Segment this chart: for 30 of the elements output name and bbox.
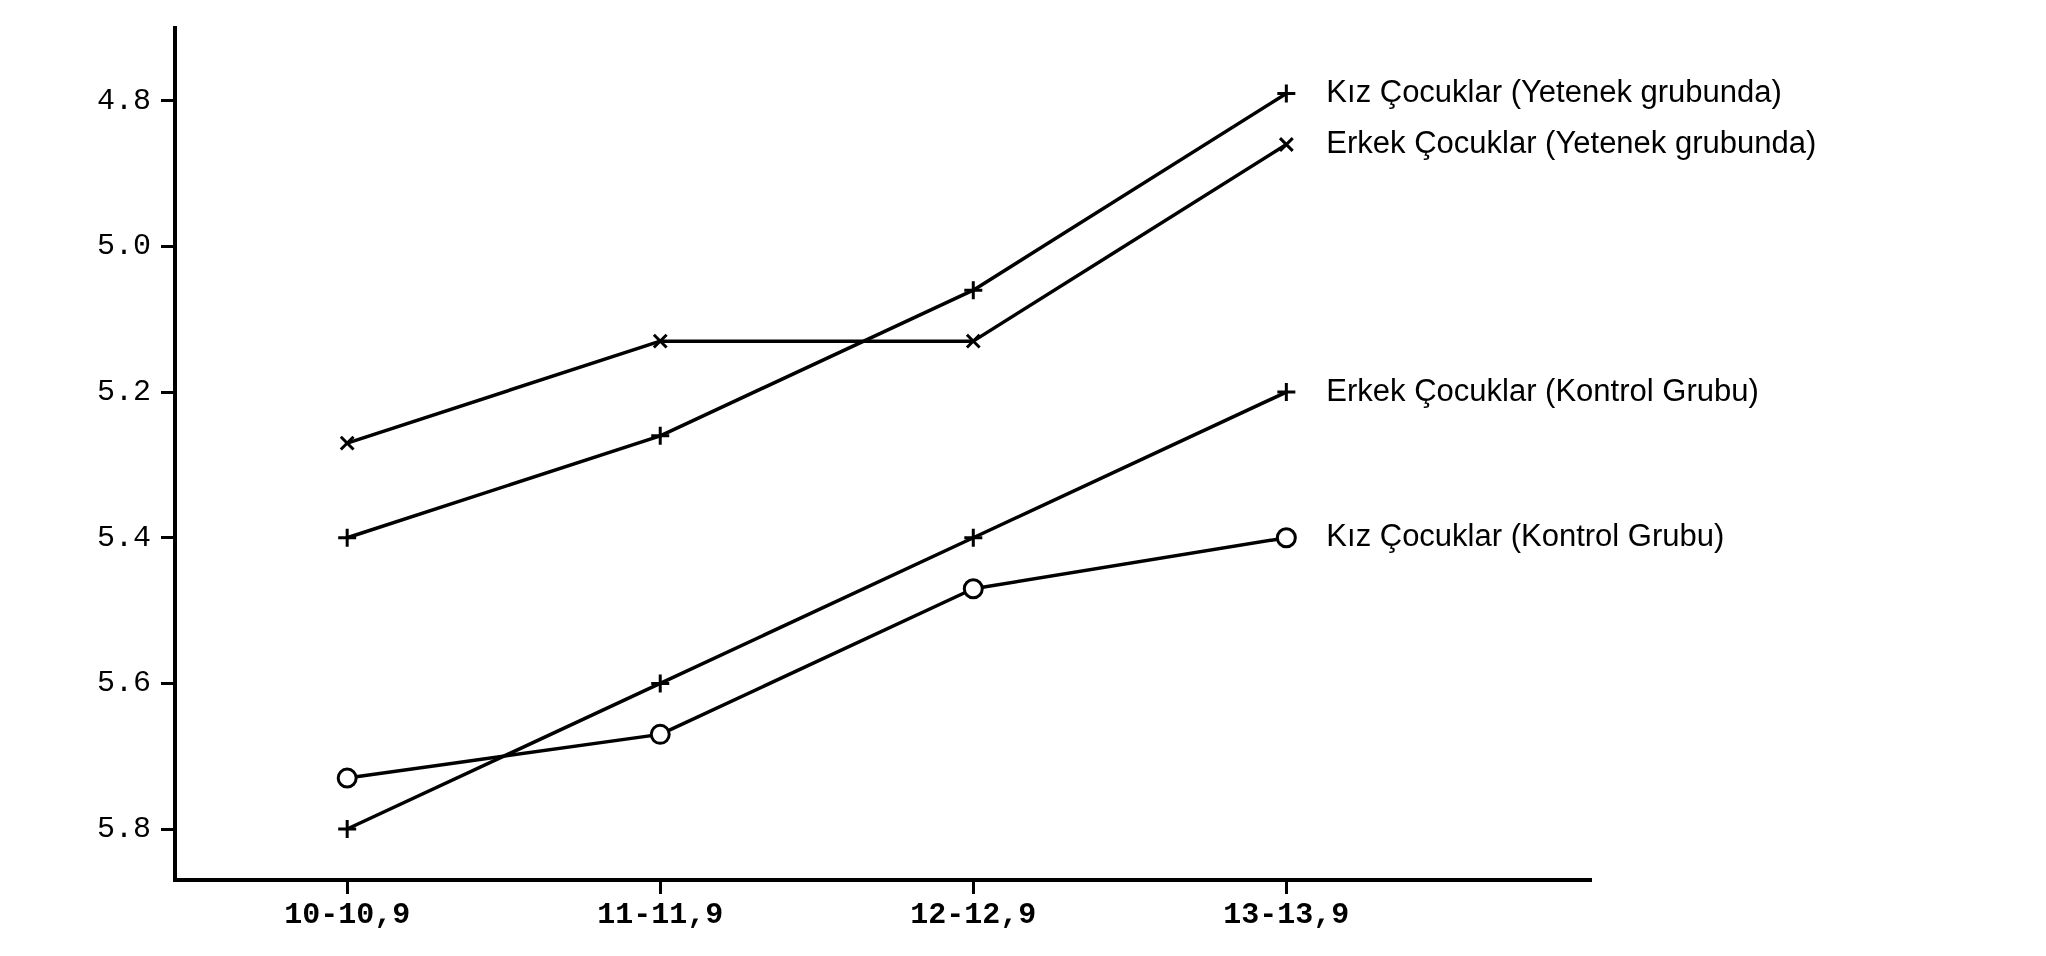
point (336, 527, 358, 549)
point (652, 333, 669, 349)
y-tick-label: 5.6 (96, 666, 151, 701)
y-tick-label: 4.8 (96, 83, 151, 118)
point (339, 435, 356, 451)
x-tick-label: 11-11,9 (597, 897, 724, 932)
point (649, 672, 671, 694)
point (962, 578, 984, 600)
point (1278, 136, 1295, 153)
x-tick-label: 12-12,9 (910, 897, 1037, 932)
series-label: Erkek Çocuklar (Kontrol Grubu) (1326, 372, 1759, 408)
point (336, 818, 358, 840)
y-tick-label: 5.2 (96, 375, 151, 410)
point (1275, 381, 1297, 403)
point (649, 425, 671, 447)
y-tick-label: 5.8 (96, 811, 151, 846)
x-tick-label: 13-13,9 (1223, 897, 1350, 932)
point (962, 527, 984, 549)
point (962, 279, 984, 301)
point (1275, 83, 1297, 105)
series-label: Erkek Çocuklar (Yetenek grubunda) (1326, 125, 1817, 161)
series-label: Kız Çocuklar (Yetenek grubunda) (1326, 74, 1782, 110)
y-tick-label: 5.0 (96, 229, 151, 264)
point (336, 767, 358, 789)
point (1275, 527, 1297, 549)
point (649, 723, 671, 745)
point (965, 333, 982, 349)
y-tick-label: 5.4 (96, 520, 151, 555)
series-label: Kız Çocuklar (Kontrol Grubu) (1326, 518, 1725, 554)
x-tick-label: 10-10,9 (284, 897, 411, 932)
